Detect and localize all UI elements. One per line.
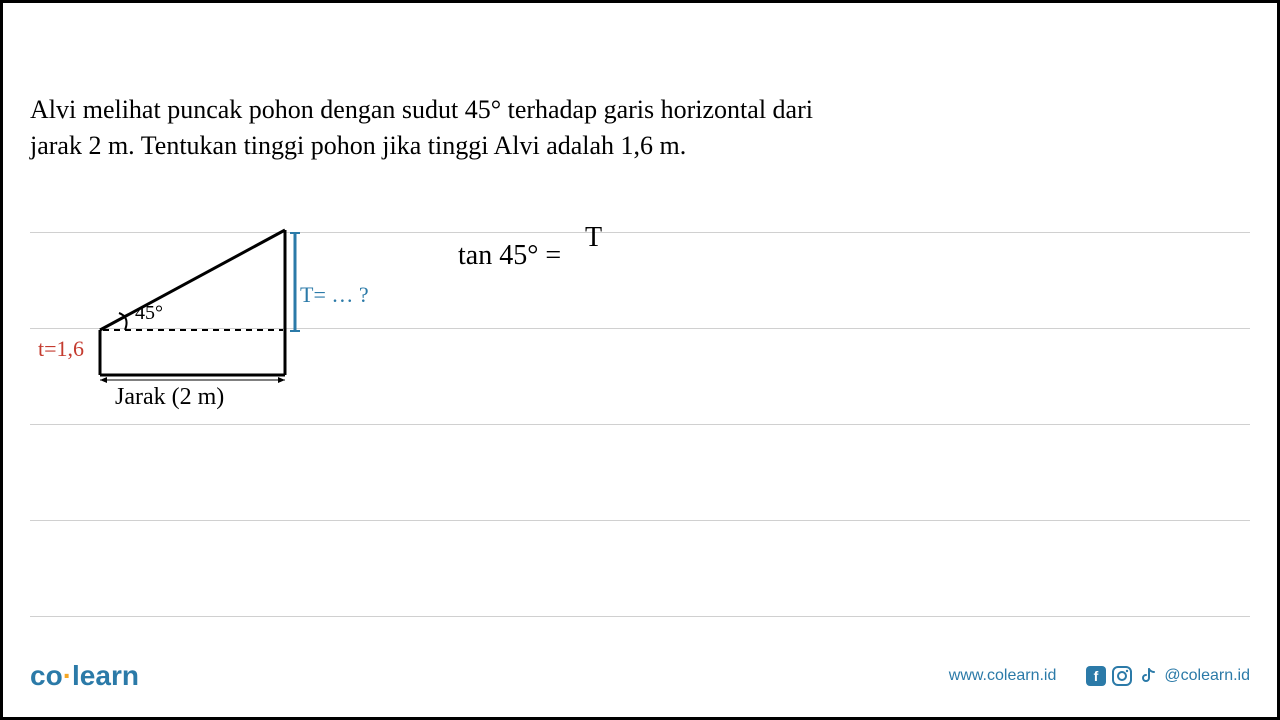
unknown-height-label: T= … ?	[300, 282, 369, 308]
facebook-icon: f	[1086, 666, 1106, 686]
problem-line-2: jarak 2 m. Tentukan tinggi pohon jika ti…	[30, 128, 813, 164]
alvi-height-label: t=1,6	[38, 336, 84, 362]
logo-dot: ·	[63, 660, 72, 691]
logo-learn: learn	[72, 660, 139, 691]
social-links: f @colearn.id	[1086, 666, 1250, 686]
colearn-logo: co·learn	[30, 660, 139, 692]
equation-lhs: tan 45° =	[458, 240, 561, 272]
instagram-icon	[1112, 666, 1132, 686]
social-handle: @colearn.id	[1164, 667, 1250, 685]
footer: co·learn www.colearn.id f @colearn.id	[30, 660, 1250, 692]
footer-right: www.colearn.id f @colearn.id	[949, 666, 1250, 686]
svg-text:f: f	[1094, 668, 1099, 684]
tiktok-icon	[1138, 666, 1158, 686]
problem-statement: Alvi melihat puncak pohon dengan sudut 4…	[30, 92, 813, 165]
equation-rhs-top: T	[585, 222, 602, 254]
website-url: www.colearn.id	[949, 667, 1057, 685]
angle-label: 45°	[135, 302, 163, 325]
problem-line-1: Alvi melihat puncak pohon dengan sudut 4…	[30, 92, 813, 128]
logo-co: co	[30, 660, 63, 691]
distance-label: Jarak (2 m)	[115, 384, 224, 411]
triangle-diagram	[95, 225, 295, 400]
